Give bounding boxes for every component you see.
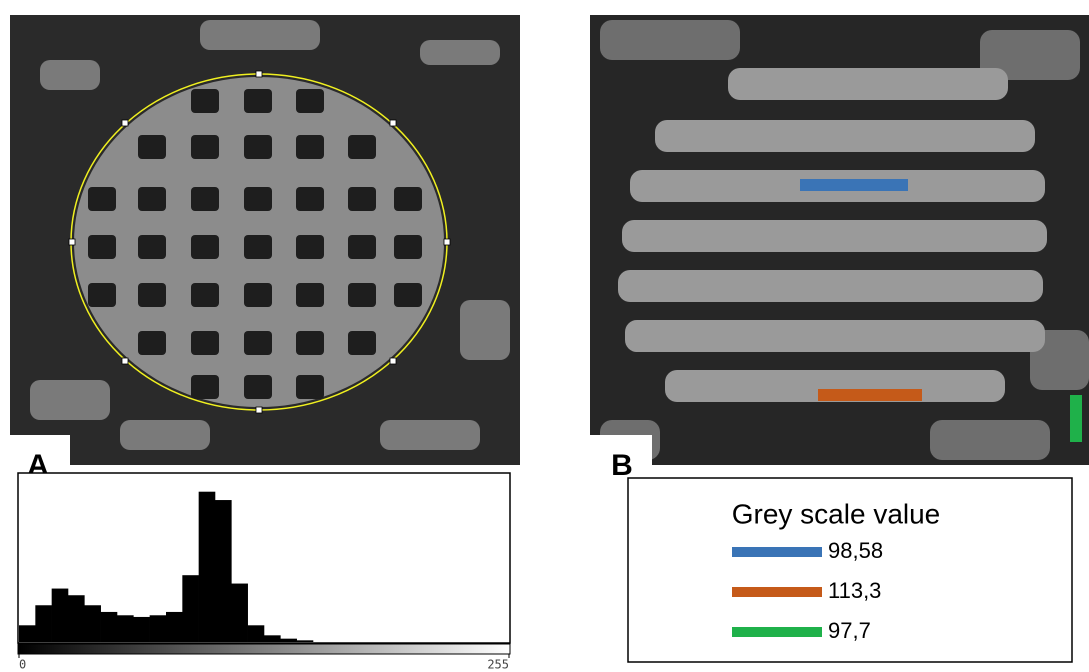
legend-value: 98,58 [828,538,883,563]
strut [728,68,1008,100]
pore [348,135,376,159]
histogram-bar [182,575,199,642]
histogram-bar [150,615,167,642]
pore [296,375,324,399]
legend-swatch [732,587,822,597]
pore [348,235,376,259]
legend-value: 97,7 [828,618,871,643]
histogram-bar [133,617,150,642]
texture [380,420,480,450]
pore [244,235,272,259]
figure: A B Grey scale value 025598,58113,397,7 [0,0,1089,672]
texture [120,420,210,450]
pore [88,187,116,211]
histogram-bar [35,605,52,642]
pore [244,375,272,399]
pore [191,135,219,159]
histogram-bar [248,625,265,642]
legend-swatch [732,547,822,557]
pore [348,331,376,355]
pore [88,283,116,307]
histogram-bar [101,612,118,642]
texture [600,20,740,60]
pore [138,331,166,355]
pore [296,89,324,113]
legend-value: 113,3 [828,578,881,603]
pore [296,331,324,355]
histogram-bar [117,615,134,642]
x-tick-label: 0 [19,658,26,672]
pore [296,283,324,307]
x-tick-label: 255 [487,658,509,672]
roi-marker [818,389,922,401]
roi-marker [1070,395,1082,442]
legend-swatch [732,627,822,637]
ct-image-a [10,15,520,465]
pore [244,187,272,211]
pore [348,187,376,211]
texture [930,420,1050,460]
pore [244,331,272,355]
strut [618,270,1043,302]
pore [88,235,116,259]
pore [394,235,422,259]
strut [622,220,1047,252]
histogram-bar [215,500,232,642]
pore [394,187,422,211]
pore [138,235,166,259]
panel-label: B [611,449,633,482]
pore [244,89,272,113]
histogram-bar [264,635,281,642]
pore [191,331,219,355]
pore [244,283,272,307]
histogram-bar [84,605,101,642]
histogram-bar [68,595,85,642]
strut [625,320,1045,352]
pore [394,283,422,307]
grey-bar [18,644,510,654]
texture [30,380,110,420]
histogram-bar [19,625,36,642]
pore [138,283,166,307]
pore [191,375,219,399]
pore [138,187,166,211]
strut [655,120,1035,152]
texture [200,20,320,50]
histogram-bar [297,640,314,642]
texture [420,40,500,65]
roi-marker [800,179,908,191]
pore [244,135,272,159]
pore [296,135,324,159]
pore [191,283,219,307]
pore [191,235,219,259]
pore [138,135,166,159]
histogram-bar [280,639,297,642]
histogram-bar [52,589,69,642]
pore [191,187,219,211]
pore [348,283,376,307]
legend-title: Grey scale value [732,498,941,529]
pore [191,89,219,113]
texture [40,60,100,90]
histogram-bar [231,584,248,642]
pore [296,235,324,259]
histogram-bar [166,612,183,642]
histogram-bar [199,492,216,642]
texture [460,300,510,360]
pore [296,187,324,211]
